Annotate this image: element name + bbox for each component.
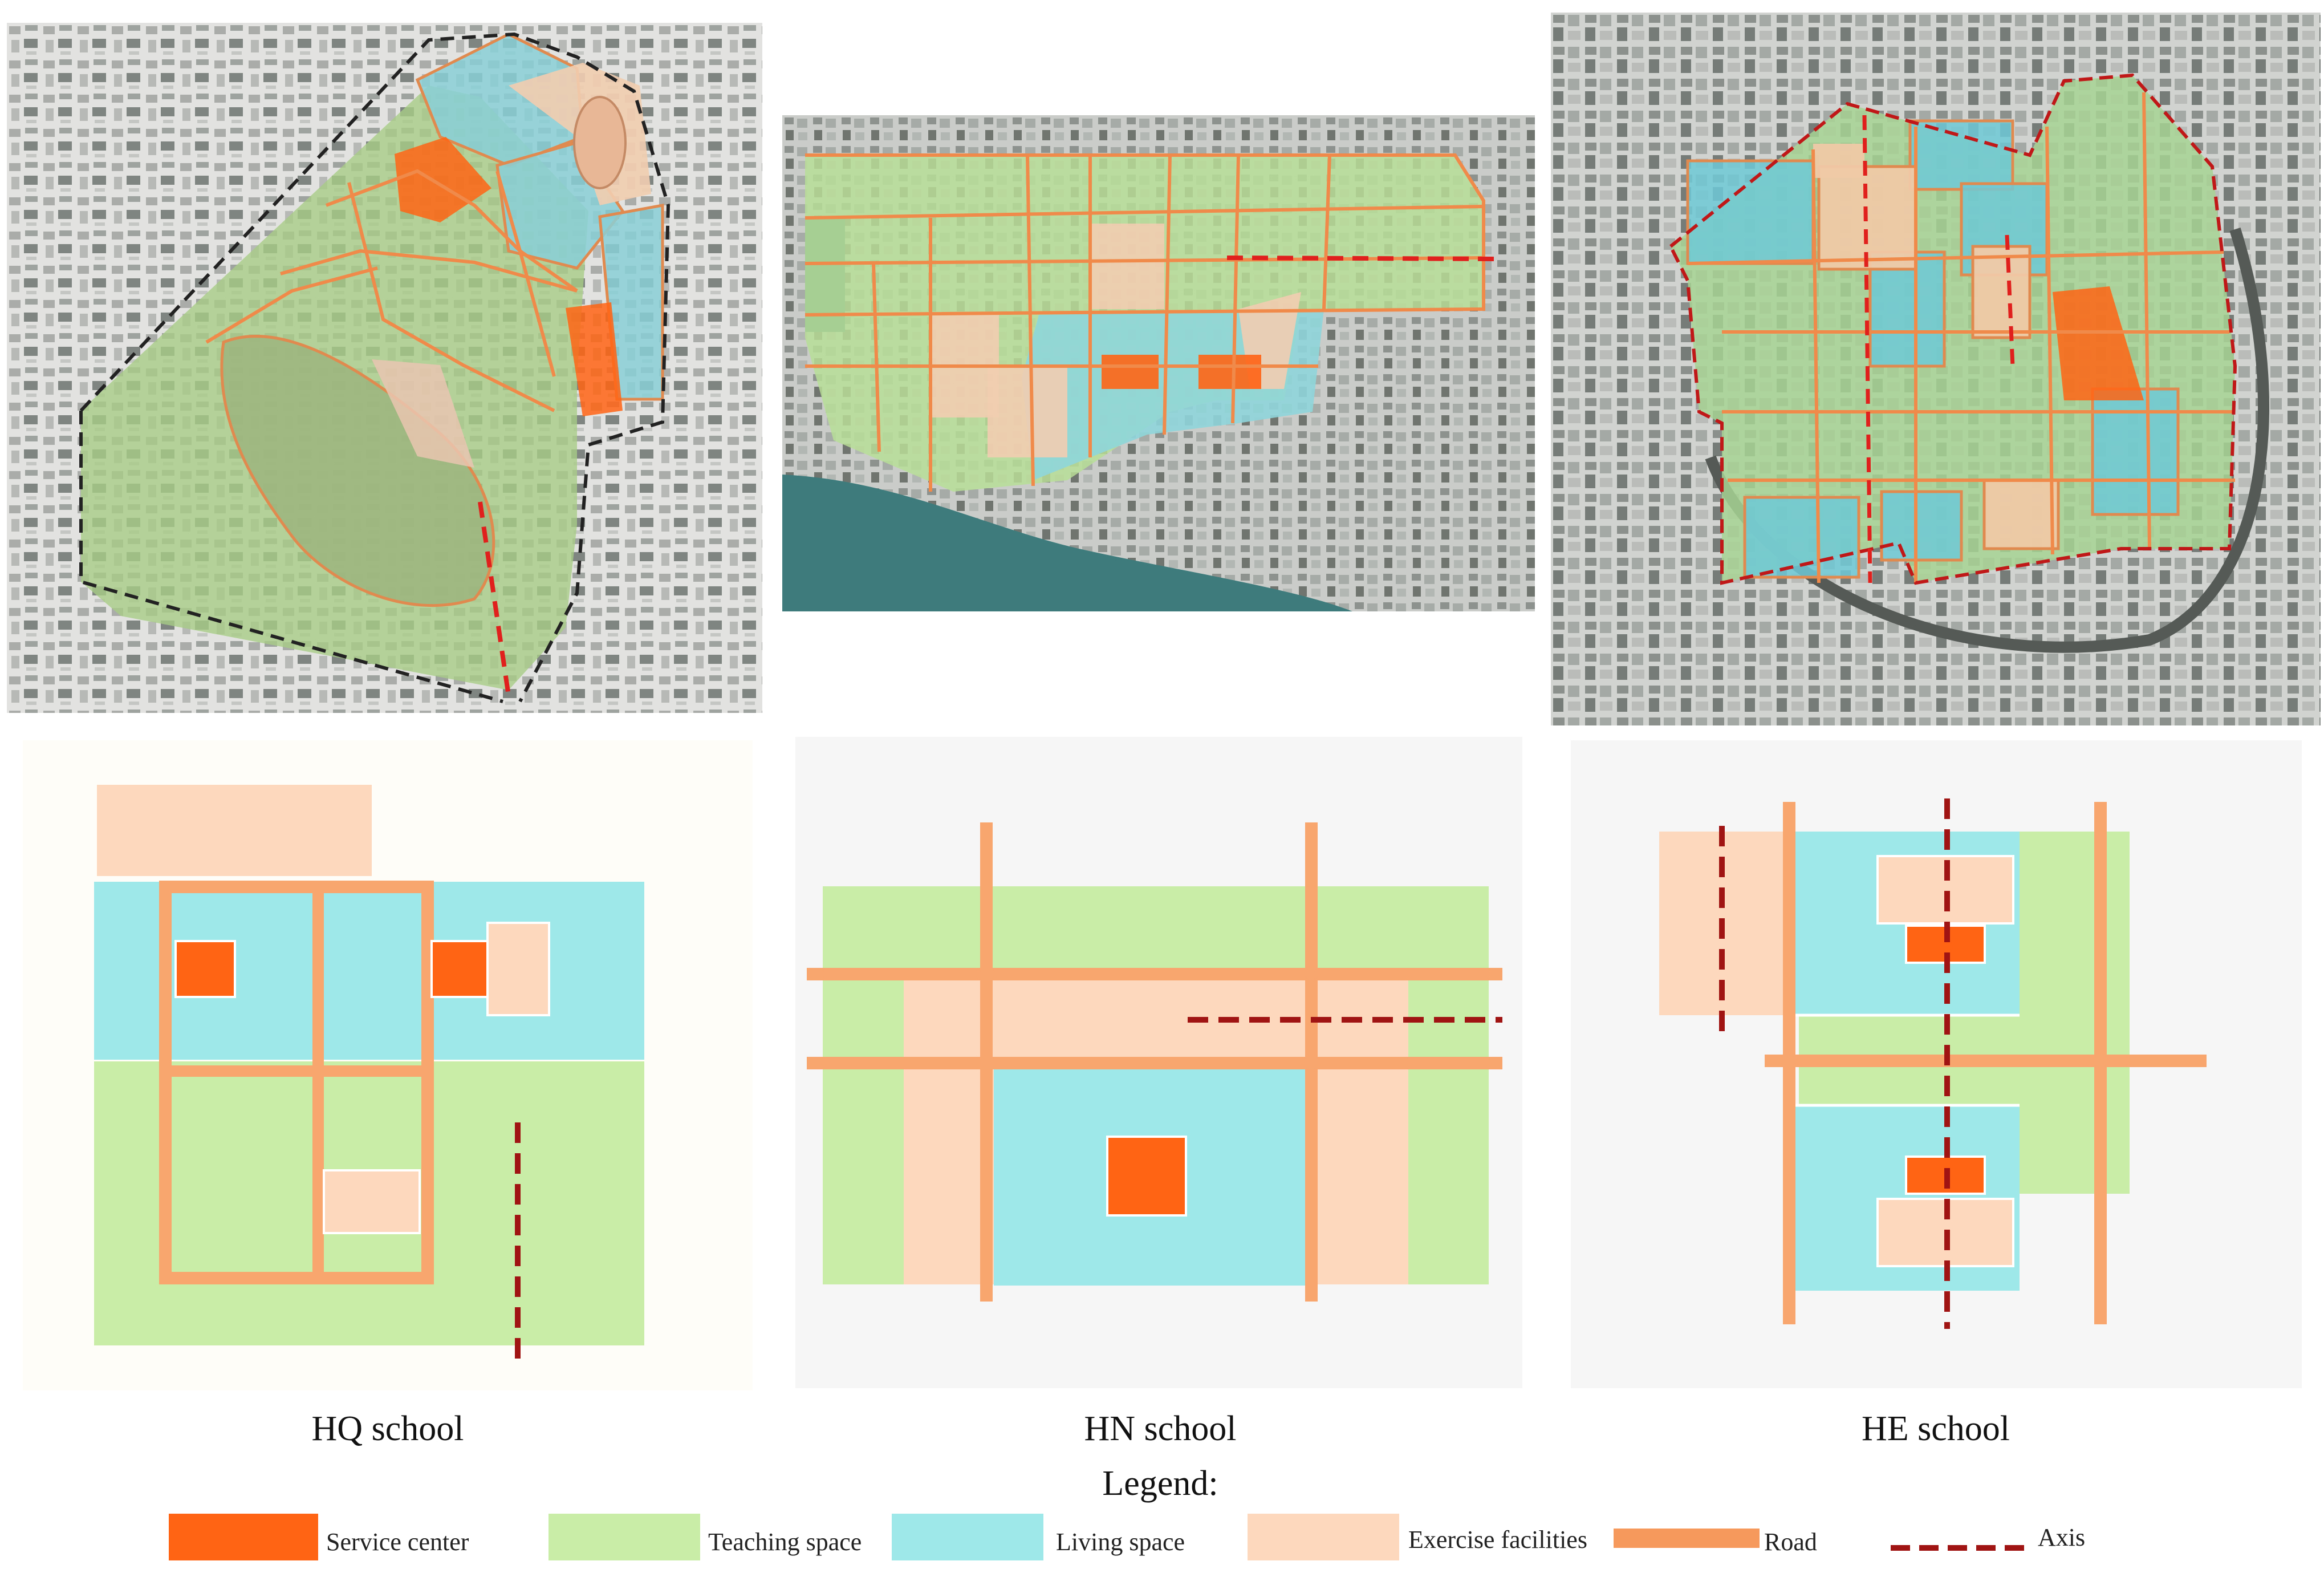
he-schematic: [1571, 740, 2302, 1388]
hn-schematic: [795, 737, 1522, 1388]
hn-service-center: [1106, 1136, 1187, 1217]
legend-swatch-exercise-facilities: [1248, 1514, 1399, 1560]
hq-aerial-axis: [478, 501, 511, 696]
he-school-label: HE school: [1861, 1409, 2010, 1448]
legend-swatch-living-space: [892, 1514, 1043, 1560]
legend-label-teaching-space: Teaching space: [708, 1528, 862, 1556]
hq-aerial-map: [7, 23, 762, 713]
hn-aerial-axis: [1226, 256, 1501, 261]
legend-label-exercise-facilities: Exercise facilities: [1408, 1526, 1587, 1554]
he-exercise-left: [1659, 832, 1799, 1015]
hq-school-label: HQ school: [311, 1409, 464, 1448]
legend-title: Legend:: [1102, 1464, 1218, 1503]
hq-exercise-lower: [323, 1169, 421, 1234]
hq-exercise-right: [486, 922, 550, 1016]
legend-label-axis: Axis: [2038, 1523, 2086, 1551]
hn-school-label: HN school: [1084, 1409, 1237, 1448]
legend-swatch-service-center: [169, 1514, 318, 1560]
he-aerial-axis-1: [1862, 115, 1872, 583]
legend-swatch-teaching-space: [549, 1514, 700, 1560]
legend-swatch-axis: [1891, 1545, 2026, 1551]
legend-label-road: Road: [1764, 1528, 1817, 1556]
legend-swatch-road: [1614, 1529, 1760, 1548]
hn-aerial-map: [782, 115, 1535, 611]
legend-label-service-center: Service center: [326, 1528, 469, 1556]
hq-schematic: [23, 740, 753, 1390]
hq-service-center-2: [430, 940, 491, 998]
hq-service-center-1: [174, 940, 236, 998]
hq-exercise-top: [97, 785, 372, 876]
hq-road-ring: [159, 881, 434, 1284]
legend-label-living-space: Living space: [1056, 1528, 1185, 1556]
he-aerial-map: [1551, 13, 2321, 725]
